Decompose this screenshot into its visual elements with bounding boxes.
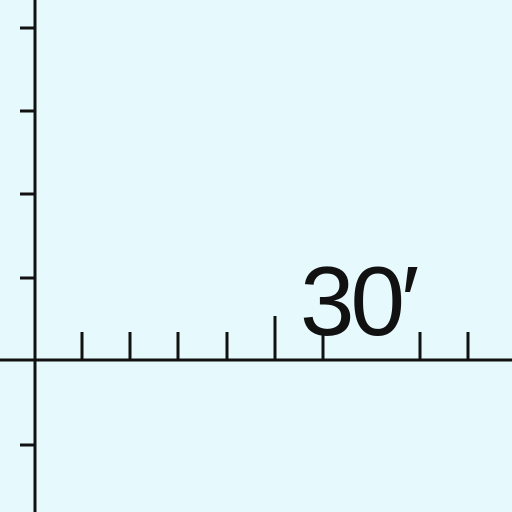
graticule-label: 30′ <box>300 246 419 356</box>
